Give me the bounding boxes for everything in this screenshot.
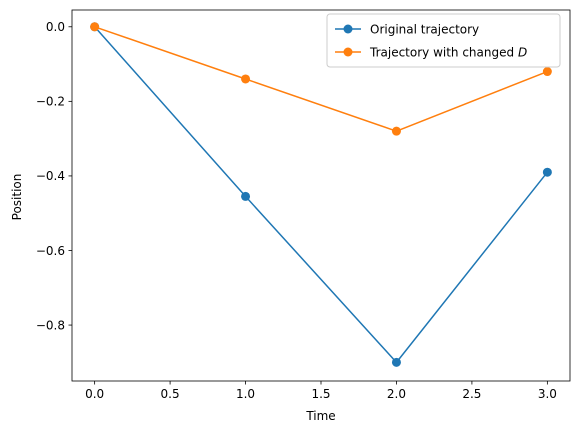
x-axis-label: Time: [305, 409, 335, 423]
x-tick-label-0: 0.0: [85, 387, 104, 401]
x-tick-label-3: 1.5: [311, 387, 330, 401]
data-point-0-1: [241, 191, 251, 201]
legend-entry-original: Original trajectory: [335, 23, 479, 37]
series-line-0: [94, 26, 548, 364]
x-tick-label-6: 3.0: [538, 387, 557, 401]
data-point-0-3: [542, 167, 552, 177]
y-tick-label-3: −0.6: [36, 244, 65, 258]
x-tick-label-5: 2.5: [462, 387, 481, 401]
legend-label-italic-symbol: D: [518, 46, 527, 60]
legend-marker-original: [343, 24, 353, 34]
x-tick-label-2: 1.0: [236, 387, 255, 401]
series-layer: [90, 22, 552, 367]
x-tick-label-4: 2.0: [387, 387, 406, 401]
data-point-1-1: [241, 74, 251, 84]
legend-label-text: Trajectory with changed: [369, 46, 518, 60]
legend: Original trajectory Trajectory with chan…: [326, 13, 561, 68]
legend-label-changed-d: Trajectory with changed D: [369, 46, 527, 60]
axes-layer: 0.0 0.5 1.0 1.5 2.0 2.5 3.0 0.0 −0.2 −0.4 −0.6 −0.8: [36, 9, 571, 401]
legend-entry-changed-d: Trajectory with changed D: [335, 46, 527, 60]
series-line-1: [94, 26, 548, 132]
y-axis-label: Position: [10, 174, 24, 221]
legend-label-original: Original trajectory: [370, 23, 479, 37]
data-point-0-2: [391, 357, 401, 367]
y-tick-label-0: 0.0: [46, 20, 65, 34]
y-tick-label-1: −0.2: [36, 95, 65, 109]
y-tick-label-2: −0.4: [36, 169, 65, 183]
data-point-1-0: [90, 22, 100, 32]
y-tick-label-4: −0.8: [36, 318, 65, 332]
data-point-1-2: [391, 126, 401, 136]
legend-marker-changed-d: [343, 47, 353, 57]
data-point-1-3: [542, 67, 552, 77]
x-tick-label-1: 0.5: [161, 387, 180, 401]
legend-frame: [326, 13, 561, 68]
